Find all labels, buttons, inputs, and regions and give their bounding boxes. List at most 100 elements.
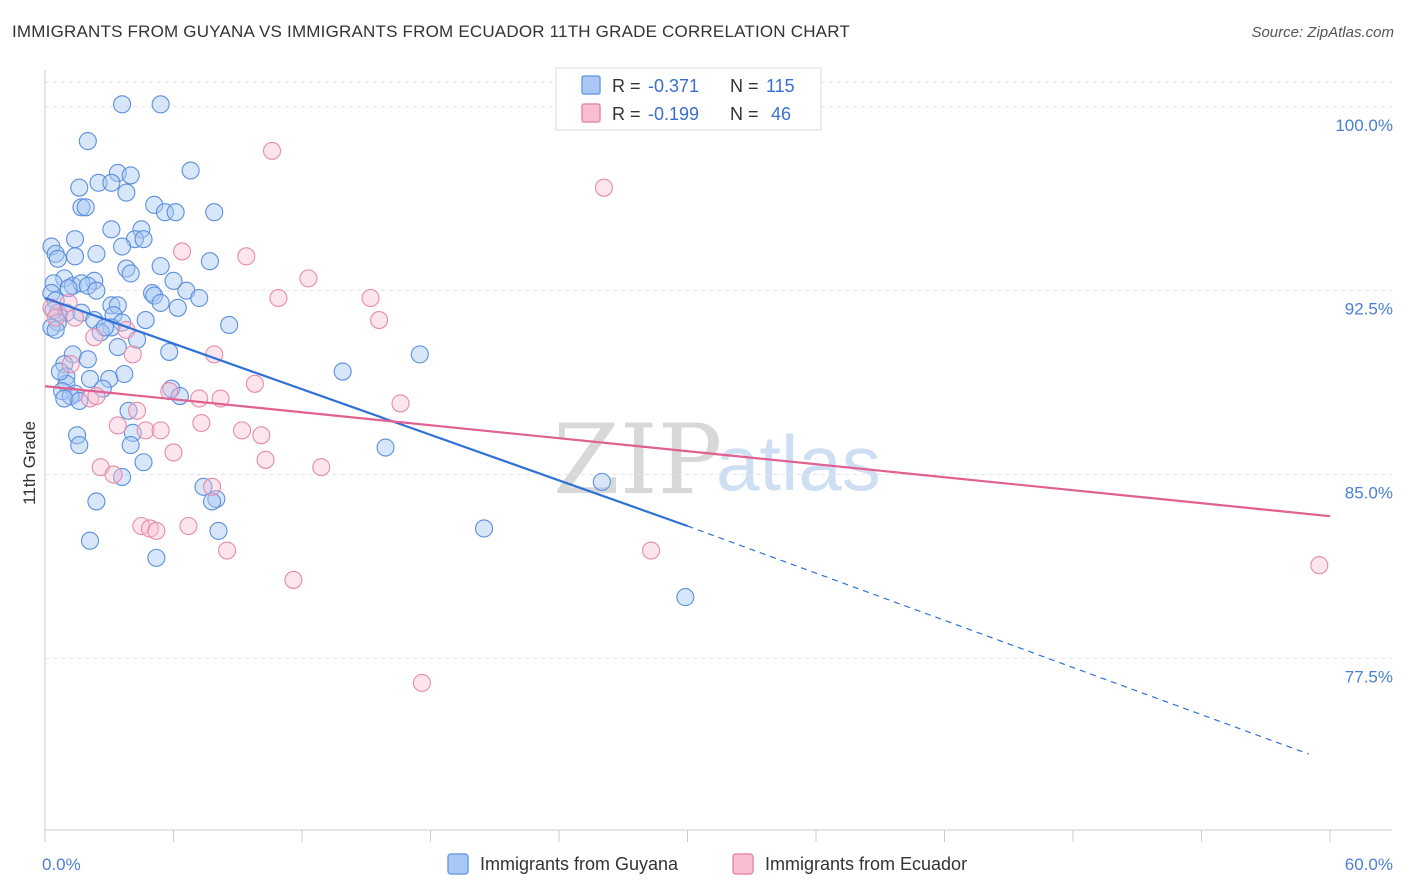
- point-ecuador: [128, 401, 147, 420]
- point-guyana: [134, 230, 153, 249]
- point-guyana: [108, 296, 127, 315]
- point-ecuador: [46, 308, 65, 327]
- point-guyana: [70, 391, 89, 411]
- data-points: [42, 95, 1329, 692]
- point-ecuador: [61, 355, 80, 374]
- legend-r-value-ecuador: -0.199: [648, 104, 699, 124]
- point-ecuador: [151, 421, 170, 440]
- legend-n-value-guyana: 115: [766, 76, 795, 96]
- point-guyana: [151, 293, 170, 312]
- point-ecuador: [1310, 556, 1329, 575]
- point-ecuador: [262, 141, 282, 160]
- legend-r-value-guyana: -0.371: [648, 76, 699, 96]
- y-axis-title: 11th Grade: [20, 421, 39, 505]
- legend-label-guyana: Immigrants from Guyana: [480, 854, 679, 874]
- point-guyana: [166, 203, 185, 222]
- point-guyana: [46, 320, 65, 339]
- point-ecuador: [147, 521, 166, 540]
- point-ecuador: [245, 374, 264, 393]
- point-guyana: [48, 249, 67, 268]
- point-guyana: [181, 161, 200, 180]
- point-guyana: [203, 492, 222, 511]
- point-ecuador: [123, 345, 142, 364]
- watermark-zip: ZIP: [553, 404, 722, 516]
- legend-r-label: R =: [612, 76, 641, 96]
- point-guyana: [676, 588, 695, 607]
- y-tick-label: 85.0%: [1345, 484, 1393, 503]
- point-guyana: [121, 264, 140, 283]
- point-ecuador: [232, 421, 252, 440]
- point-guyana: [200, 252, 219, 271]
- point-ecuador: [85, 328, 104, 347]
- point-guyana: [55, 389, 74, 408]
- legend-swatch-guyana: [447, 853, 469, 875]
- point-ecuador: [217, 541, 237, 560]
- point-guyana: [209, 521, 228, 540]
- point-ecuador: [370, 311, 389, 330]
- point-guyana: [205, 203, 224, 222]
- trend-line-guyana: [44, 296, 688, 528]
- point-guyana: [102, 173, 121, 192]
- point-ecuador: [136, 421, 155, 440]
- point-ecuador: [299, 269, 318, 288]
- legend-swatch-ecuador: [581, 103, 601, 123]
- point-ecuador: [256, 450, 275, 469]
- point-ecuador: [594, 178, 614, 197]
- point-ecuador: [203, 477, 222, 496]
- x-tick-label-max: 60.0%: [1345, 855, 1393, 874]
- point-guyana: [190, 288, 209, 308]
- point-guyana: [87, 281, 106, 300]
- point-guyana: [65, 230, 85, 249]
- series-legend: Immigrants from Guyana Immigrants from E…: [447, 853, 967, 875]
- point-guyana: [474, 519, 494, 538]
- point-guyana: [65, 247, 85, 266]
- point-guyana: [164, 271, 183, 290]
- source-credit: Source: ZipAtlas.com: [1251, 24, 1394, 41]
- point-guyana: [145, 195, 164, 214]
- point-guyana: [80, 531, 100, 550]
- legend-r-label: R =: [612, 104, 641, 124]
- trend-line-ecuador: [44, 385, 1331, 518]
- point-guyana: [145, 286, 164, 305]
- point-guyana: [134, 453, 153, 472]
- legend-swatch-guyana: [581, 75, 601, 95]
- point-guyana: [115, 364, 134, 384]
- x-tick-labels: 0.0% 60.0%: [42, 855, 1393, 874]
- trend-lines: [44, 296, 1331, 755]
- point-ecuador: [108, 416, 127, 435]
- point-ecuador: [237, 247, 256, 266]
- point-guyana: [87, 244, 106, 263]
- point-guyana: [78, 276, 97, 295]
- point-guyana: [147, 548, 166, 567]
- point-ecuador: [391, 394, 410, 413]
- point-guyana: [70, 178, 89, 197]
- legend-n-value-ecuador: 46: [771, 104, 791, 124]
- point-guyana: [121, 166, 140, 185]
- legend-swatch-ecuador: [732, 853, 754, 875]
- legend-n-label: N =: [730, 104, 759, 124]
- point-guyana: [121, 436, 140, 455]
- x-tick-label-min: 0.0%: [42, 855, 81, 874]
- point-guyana: [70, 436, 89, 455]
- legend-label-ecuador: Immigrants from Ecuador: [765, 854, 967, 874]
- axes: [44, 70, 1392, 842]
- point-guyana: [89, 173, 108, 192]
- point-guyana: [100, 369, 119, 388]
- point-guyana: [80, 369, 100, 388]
- point-guyana: [333, 362, 352, 381]
- point-ecuador: [284, 570, 303, 589]
- point-guyana: [59, 279, 78, 298]
- point-ecuador: [192, 413, 211, 433]
- point-guyana: [102, 220, 121, 239]
- point-guyana: [592, 472, 611, 491]
- point-guyana: [136, 311, 155, 330]
- point-guyana: [220, 315, 239, 335]
- point-ecuador: [312, 458, 331, 477]
- y-tick-label: 77.5%: [1345, 667, 1393, 686]
- point-guyana: [168, 298, 187, 317]
- point-guyana: [76, 198, 95, 217]
- point-guyana: [78, 350, 97, 369]
- chart-title: IMMIGRANTS FROM GUYANA VS IMMIGRANTS FRO…: [12, 22, 850, 41]
- point-ecuador: [252, 426, 271, 445]
